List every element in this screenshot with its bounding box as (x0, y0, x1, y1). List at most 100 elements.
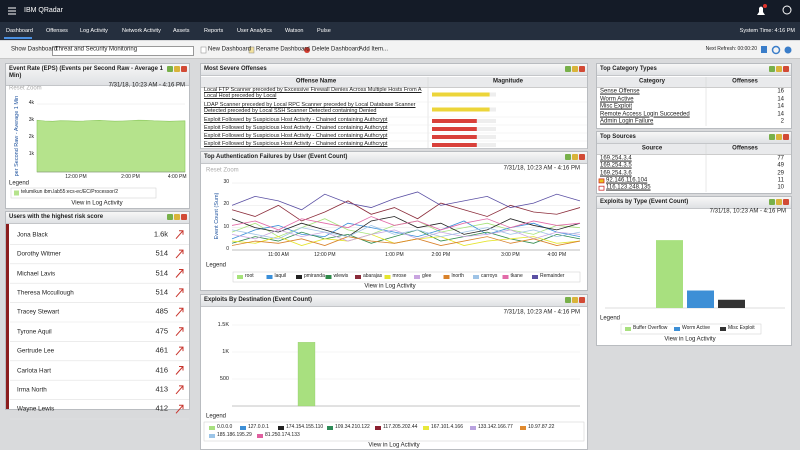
date-range: 7/31/18, 10:23 AM - 4:16 PM (503, 309, 580, 316)
nav-tab[interactable]: Offenses (46, 27, 68, 34)
notification-icon[interactable] (757, 6, 765, 16)
category-name[interactable]: Misc Exploit (600, 103, 633, 110)
legend-swatch (720, 327, 726, 331)
panel-title: Top Category Types (600, 66, 657, 72)
toolbar-action[interactable]: New Dashboard (208, 46, 252, 53)
date-range: 7/31/18, 10:23 AM - 4:16 PM (503, 165, 580, 172)
x-tick-label: 3:00 PM (501, 252, 520, 259)
column-header: Offenses (732, 145, 758, 152)
nav-tab[interactable]: Reports (204, 27, 224, 34)
legend-swatch (240, 426, 246, 430)
offense-name[interactable]: Exploit Followed by Suspicious Host Acti… (204, 141, 388, 147)
x-tick-label: 2:00 PM (431, 252, 451, 259)
category-name[interactable]: Remote Access Login Succeeded (600, 111, 690, 118)
panel-control[interactable] (174, 214, 180, 220)
series-line (231, 200, 581, 222)
user-icon[interactable] (782, 5, 792, 15)
toolbar-label: Show Dashboard: (11, 46, 59, 53)
risk-score: 514 (155, 268, 168, 278)
source-ip[interactable]: 116.123.248.135 (606, 184, 651, 191)
offense-name[interactable]: Local FTP Scanner preceded by Excessive … (204, 87, 422, 100)
panel-control[interactable] (769, 134, 775, 140)
dashboard-select[interactable]: Threat and Security Monitoring (55, 46, 138, 53)
panel-control[interactable] (769, 66, 775, 72)
panel-control[interactable] (565, 297, 571, 303)
nav-tab[interactable]: User Analytics (237, 27, 272, 34)
panel-title: Event Rate (EPS) (Events per Second Raw … (9, 66, 163, 80)
dashboard-select-box[interactable] (52, 46, 194, 56)
nav-tab[interactable]: Assets (173, 27, 190, 34)
menu-icon[interactable] (8, 7, 16, 15)
offense-count: 77 (777, 155, 784, 162)
source-ip[interactable]: 169.254.3.6 (600, 170, 632, 177)
category-name[interactable]: Admin Login Failure (600, 118, 654, 125)
toolbar-action[interactable]: Delete Dashboard (312, 46, 361, 53)
panel-title: Top Authentication Failures by User (Eve… (204, 154, 348, 160)
legend-swatch (470, 426, 476, 430)
y-tick-label: 500 (219, 375, 229, 382)
eps-area (36, 119, 186, 173)
offense-name[interactable]: Exploit Followed by Suspicious Host Acti… (204, 133, 388, 139)
magnitude-bar (432, 135, 477, 139)
pause-icon[interactable] (761, 46, 767, 53)
offense-name[interactable]: LDAP Scanner preceded by Local RPC Scann… (204, 102, 416, 115)
product-name: IBM QRadar (24, 6, 63, 14)
offense-name[interactable]: Exploit Followed by Suspicious Host Acti… (204, 125, 388, 131)
column-header: Offense Name (295, 78, 337, 85)
offense-name[interactable]: Exploit Followed by Suspicious Host Acti… (204, 117, 388, 123)
view-link[interactable]: View in Log Activity (664, 336, 716, 343)
source-ip[interactable]: 169.254.3.4 (600, 155, 632, 162)
toolbar-action[interactable]: Rename Dashboard (256, 46, 310, 53)
panel-control[interactable] (174, 66, 180, 72)
source-ip[interactable]: 169.254.3.5 (600, 162, 632, 169)
panel-control[interactable] (579, 297, 585, 303)
user-name: Gertrude Lee (17, 347, 55, 355)
panel-control[interactable] (776, 199, 782, 205)
legend-title: Legend (600, 315, 621, 322)
column-header: Source (641, 145, 663, 152)
panel-control[interactable] (181, 66, 187, 72)
nav-tab[interactable]: Dashboard (6, 27, 33, 34)
user-name: Tyrone Aquil (17, 328, 52, 336)
reset-zoom[interactable]: Reset Zoom (9, 85, 42, 92)
y-tick-label: 1k (28, 151, 34, 158)
panel-header: Top Category Types (597, 64, 791, 76)
panel-control[interactable] (579, 66, 585, 72)
panel-header: Event Rate (EPS) (Events per Second Raw … (6, 64, 189, 86)
view-link[interactable]: View in Log Activity (368, 442, 420, 449)
panel: Exploits by Type (Event Count) (596, 196, 792, 346)
panel-control[interactable] (565, 66, 571, 72)
panel-control[interactable] (181, 214, 187, 220)
refresh-icon[interactable] (771, 45, 781, 55)
panel-control[interactable] (783, 134, 789, 140)
reset-zoom[interactable]: Reset Zoom (206, 167, 239, 174)
panel-control[interactable] (167, 214, 173, 220)
nav-tab[interactable]: Network Activity (122, 27, 161, 34)
panel-control[interactable] (783, 66, 789, 72)
panel-control[interactable] (167, 66, 173, 72)
toolbar-action[interactable]: Add Item... (359, 46, 389, 53)
panel-control[interactable] (776, 134, 782, 140)
category-name[interactable]: Worm Active (600, 96, 634, 103)
nav-tab[interactable]: Pulse (317, 27, 331, 34)
nav-tab[interactable]: Log Activity (80, 27, 108, 34)
panel: Top Sources (596, 131, 792, 194)
panel-control[interactable] (572, 66, 578, 72)
panel-control[interactable] (579, 154, 585, 160)
user-name: Tracey Stewart (17, 308, 60, 316)
panel-control[interactable] (769, 199, 775, 205)
help-icon[interactable] (784, 46, 792, 54)
panel-control[interactable] (565, 154, 571, 160)
view-link[interactable]: View in Log Activity (71, 200, 123, 207)
panel-control[interactable] (783, 199, 789, 205)
view-link[interactable]: View in Log Activity (364, 283, 416, 290)
panel-control[interactable] (776, 66, 782, 72)
panel-control[interactable] (572, 154, 578, 160)
panel-control[interactable] (572, 297, 578, 303)
legend-swatch (384, 275, 391, 279)
source-ip[interactable]: 92.146.116.104 (606, 177, 648, 184)
nav-tab[interactable]: Watson (285, 27, 304, 34)
category-name[interactable]: Sense Offense (600, 88, 640, 95)
legend-entry: tkane (510, 273, 523, 280)
risk-score: 475 (155, 326, 168, 336)
